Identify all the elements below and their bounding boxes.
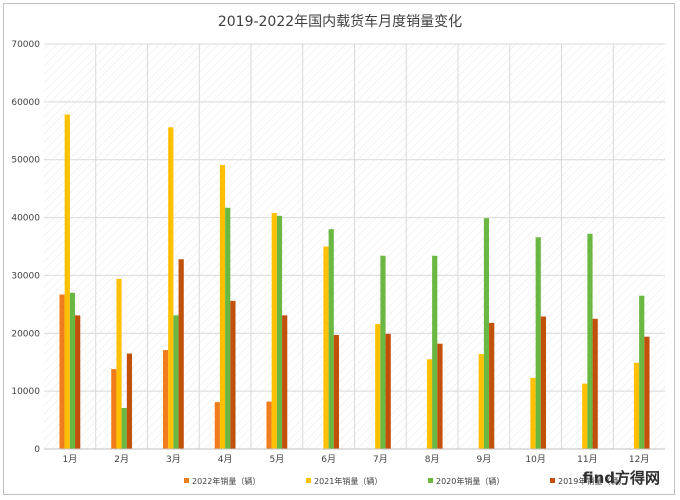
bar (75, 315, 81, 449)
y-tick-label: 60000 (11, 98, 40, 108)
bar (375, 324, 381, 449)
bar (592, 318, 598, 449)
legend-swatch (428, 478, 433, 483)
bar (323, 246, 329, 449)
bar (587, 233, 593, 449)
bars (59, 114, 650, 450)
gridlines (44, 43, 665, 450)
bar (271, 212, 277, 449)
x-tick-label: 9月 (477, 454, 492, 465)
bar (478, 354, 484, 449)
bar (639, 295, 645, 449)
x-tick-label: 1月 (63, 454, 78, 465)
x-tick-label: 11月 (577, 454, 597, 465)
bar (266, 401, 272, 449)
legend-swatch (550, 478, 555, 483)
x-tick-label: 12月 (629, 454, 649, 465)
bar (178, 259, 184, 449)
y-tick-label: 40000 (11, 214, 40, 224)
bar (489, 322, 495, 449)
bar (530, 377, 536, 449)
bar (225, 207, 231, 449)
bar (121, 407, 127, 449)
y-axis: 0 10000 20000 30000 40000 50000 60000 70000 (11, 40, 40, 455)
bar (333, 335, 340, 449)
x-axis: 1月 2月 3月 4月 5月 6月 7月 8月 9月 10月 11月 12月 (44, 448, 665, 465)
chart-frame: 2019-2022年国内载货车月度销量变化 0 10000 20000 30000 40… (3, 3, 675, 495)
x-tick-label: 2月 (114, 454, 129, 465)
bar (59, 294, 65, 449)
bar (230, 300, 236, 449)
watermark-suffix: 方得网 (614, 469, 660, 487)
bar (162, 350, 169, 449)
bar (116, 278, 122, 449)
x-tick-label: 3月 (166, 454, 181, 465)
bar-chart: 2019-2022年国内载货车月度销量变化 0 10000 20000 30000 40… (11, 13, 665, 486)
watermark-middle: nd (593, 469, 615, 487)
chart-title: 2019-2022年国内载货车月度销量变化 (218, 13, 462, 30)
x-tick-label: 6月 (321, 454, 336, 465)
bar (64, 114, 70, 449)
x-tick-label: 5月 (270, 454, 285, 465)
x-tick-label: 7月 (373, 454, 388, 465)
x-tick-label: 4月 (218, 454, 233, 465)
bar (214, 402, 220, 449)
bar (69, 292, 76, 449)
y-tick-label: 30000 (11, 271, 40, 281)
bar (540, 316, 547, 449)
x-tick-label: 8月 (425, 454, 440, 465)
bar (483, 218, 490, 449)
bar (282, 315, 288, 449)
bar (644, 336, 650, 449)
bar (633, 362, 640, 449)
bar (385, 333, 391, 449)
bar (437, 343, 443, 449)
legend-label: 2020年销量（辆） (436, 476, 504, 486)
bar (426, 359, 433, 449)
y-tick-label: 10000 (11, 387, 40, 397)
bar (535, 237, 541, 449)
bar (168, 127, 174, 450)
bar (380, 255, 386, 449)
x-tick-label: 10月 (525, 454, 545, 465)
y-tick-label: 70000 (11, 40, 40, 50)
legend-label: 2022年销量（辆） (192, 476, 260, 486)
legend: 2022年销量（辆） 2021年销量（辆） 2020年销量（辆） 2019年销量（辆） (184, 476, 626, 486)
bar (219, 164, 226, 449)
site-watermark-logo: find方得网 (582, 467, 660, 488)
bar (582, 383, 588, 449)
y-tick-label: 0 (34, 445, 40, 455)
legend-swatch (306, 478, 311, 483)
bar (173, 315, 179, 449)
bar (126, 353, 133, 449)
watermark-prefix: f (582, 469, 594, 487)
bar (432, 255, 438, 449)
bar (111, 369, 117, 449)
legend-label: 2021年销量（辆） (314, 476, 382, 486)
y-tick-label: 20000 (11, 329, 40, 339)
bar (276, 215, 283, 449)
bar (328, 229, 334, 449)
y-tick-label: 50000 (11, 156, 40, 166)
legend-label: 2019年销量（辆） (558, 476, 626, 486)
legend-swatch (184, 478, 189, 483)
